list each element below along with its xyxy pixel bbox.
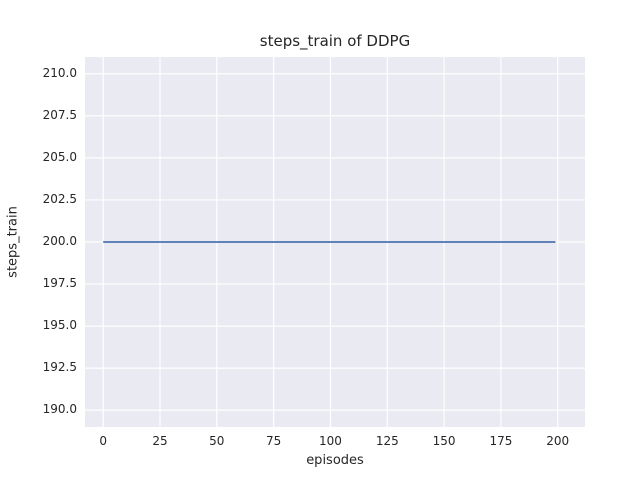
x-tick-label: 50 [209, 434, 225, 448]
x-tick-label: 0 [99, 434, 107, 448]
y-tick-label: 205.0 [42, 149, 77, 164]
y-tick-label: 207.5 [42, 107, 77, 122]
x-tick-label: 25 [152, 434, 168, 448]
x-axis-label: episodes [306, 453, 364, 468]
y-tick-label: 190.0 [42, 402, 77, 417]
y-tick-label: 195.0 [42, 318, 77, 333]
x-tick-label: 200 [546, 434, 570, 448]
chart-title: steps_train of DDPG [259, 32, 411, 50]
x-tick-label: 125 [375, 434, 399, 448]
y-tick-label: 197.5 [42, 276, 77, 291]
y-tick-label: 210.0 [42, 65, 77, 80]
x-tick-label: 75 [265, 434, 282, 448]
x-tick-label: 175 [489, 434, 513, 448]
y-tick-label: 192.5 [42, 360, 77, 375]
x-tick-label: 100 [319, 434, 342, 448]
x-tick-label: 150 [432, 434, 456, 448]
y-tick-label: 200.0 [42, 234, 77, 248]
y-tick-label: 202.5 [42, 191, 77, 206]
